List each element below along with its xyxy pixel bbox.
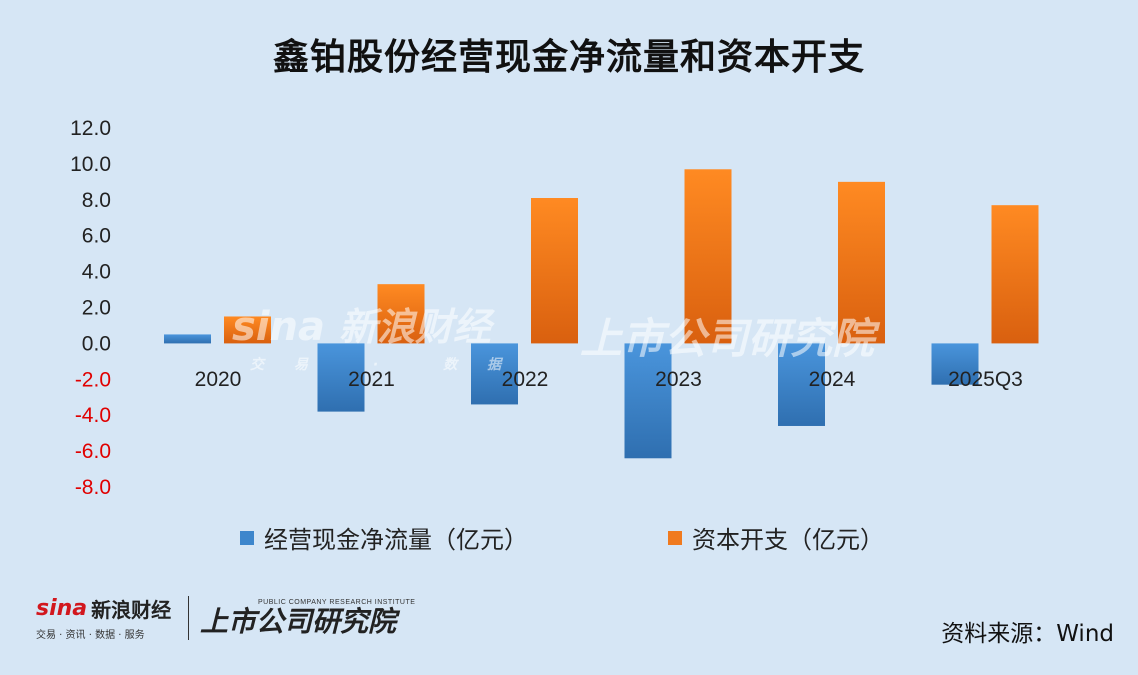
y-tick-label: 12.0 — [70, 117, 111, 140]
legend: 经营现金净流量（亿元） 资本开支（亿元） — [0, 520, 1138, 556]
sina-sub-text: 交易 · 资讯 · 数据 · 服务 — [36, 630, 145, 641]
x-tick-label: 2025Q3 — [948, 368, 1023, 391]
y-tick-label: 4.0 — [82, 261, 111, 284]
bar-operating-cash-flow — [778, 343, 825, 426]
y-tick-label: 2.0 — [82, 297, 111, 320]
legend-swatch-blue — [240, 530, 254, 545]
y-tick-label: 6.0 — [82, 225, 111, 248]
legend-item-operating-cash-flow: 经营现金净流量（亿元） — [240, 520, 528, 555]
y-axis: 12.0 10.0 8.0 6.0 4.0 2.0 0.0 -2.0 -4.0 -6.0 -8.0 — [70, 117, 111, 499]
sina-cn-text: 新浪财经 — [91, 598, 172, 622]
x-tick-label: 2024 — [809, 368, 856, 391]
legend-item-capex: 资本开支（亿元） — [668, 520, 884, 555]
bar-capex — [224, 316, 271, 344]
bar-operating-cash-flow — [624, 343, 672, 459]
y-tick-label: 10.0 — [70, 153, 111, 176]
y-tick-label: -6.0 — [75, 440, 111, 463]
y-tick-label: 0.0 — [82, 332, 111, 355]
bar-capex — [684, 169, 732, 344]
legend-label-capex: 资本开支（亿元） — [692, 526, 884, 554]
legend-label-operating-cash-flow: 经营现金净流量（亿元） — [264, 526, 528, 554]
x-tick-label: 2021 — [348, 368, 395, 391]
bar-capex — [531, 198, 578, 344]
sina-logo-text: sina — [36, 596, 88, 621]
y-tick-label: 8.0 — [82, 189, 111, 212]
x-tick-label: 2023 — [655, 368, 702, 391]
bar-capex — [377, 284, 425, 344]
y-tick-label: -4.0 — [75, 404, 111, 427]
bar-operating-cash-flow — [164, 334, 211, 344]
bar-operating-cash-flow — [317, 343, 365, 412]
footer-divider — [188, 596, 189, 640]
footer-sina-logo: sina 新浪财经 — [36, 594, 171, 623]
data-source: 资料来源：Wind — [941, 621, 1114, 647]
institute-logo-text: 上市公司研究院 — [200, 605, 397, 638]
x-axis: 2020 2021 2022 2023 2024 2025Q3 — [195, 368, 1023, 391]
bar-operating-cash-flow — [931, 343, 979, 385]
chart-title: 鑫铂股份经营现金净流量和资本开支 — [272, 37, 865, 78]
bar-operating-cash-flow — [471, 343, 518, 405]
bars — [164, 169, 1039, 459]
institute-en-text: PUBLIC COMPANY RESEARCH INSTITUTE — [258, 599, 416, 606]
bar-capex — [838, 181, 885, 344]
x-tick-label: 2022 — [502, 368, 549, 391]
legend-swatch-orange — [668, 530, 682, 545]
x-tick-label: 2020 — [195, 368, 242, 391]
y-tick-label: -8.0 — [75, 476, 111, 499]
y-tick-label: -2.0 — [75, 368, 111, 391]
bar-capex — [991, 205, 1039, 344]
